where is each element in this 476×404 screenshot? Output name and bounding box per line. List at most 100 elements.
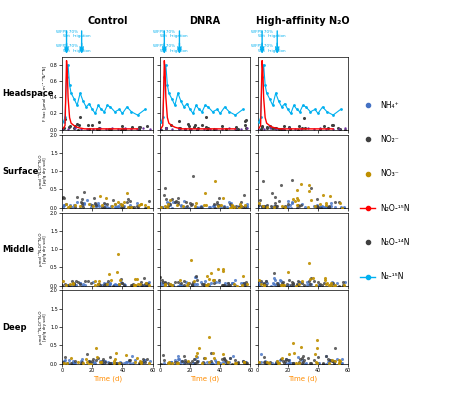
- Point: [215, 279, 222, 285]
- Point: [318, 191, 326, 198]
- Point: [62, 282, 70, 288]
- Point: [254, 277, 262, 283]
- Point: [63, 360, 70, 366]
- Point: [260, 203, 268, 209]
- Point: [80, 200, 88, 207]
- Point: [294, 197, 301, 203]
- Point: [64, 203, 72, 210]
- Point: [177, 280, 185, 286]
- Point: [157, 280, 165, 286]
- Point: [96, 125, 103, 132]
- Point: [225, 198, 233, 205]
- Text: N₂-¹⁵N: N₂-¹⁵N: [379, 272, 403, 281]
- Point: [126, 357, 134, 363]
- Point: [230, 277, 238, 283]
- Point: [203, 280, 211, 287]
- Point: [61, 200, 69, 207]
- Point: [164, 360, 172, 366]
- Text: Irrigation: Irrigation: [268, 34, 286, 38]
- Point: [278, 125, 286, 132]
- Point: [325, 358, 332, 364]
- Point: [234, 202, 242, 209]
- Text: WFPS 70%
Wet: WFPS 70% Wet: [153, 44, 175, 53]
- Point: [226, 201, 233, 207]
- Text: WFPS 70%
Wet: WFPS 70% Wet: [55, 44, 78, 53]
- Point: [114, 203, 122, 209]
- Point: [76, 203, 83, 210]
- Point: [334, 124, 341, 131]
- Point: [191, 121, 198, 128]
- Point: [200, 280, 208, 287]
- Point: [71, 123, 79, 129]
- Point: [127, 282, 135, 288]
- Point: [309, 274, 317, 281]
- Point: [179, 204, 187, 210]
- Point: [302, 360, 309, 366]
- Text: WFPS 70%
Wet: WFPS 70% Wet: [250, 44, 273, 53]
- Point: [160, 279, 168, 286]
- Point: [276, 277, 284, 284]
- Point: [263, 280, 270, 286]
- Point: [328, 126, 336, 133]
- X-axis label: Time (d): Time (d): [288, 376, 317, 382]
- Point: [223, 280, 231, 286]
- Point: [177, 282, 185, 288]
- Point: [309, 357, 317, 364]
- Point: [137, 279, 144, 286]
- Point: [173, 360, 181, 366]
- Point: [280, 126, 288, 133]
- Point: [219, 267, 227, 274]
- Point: [175, 356, 183, 362]
- Point: [181, 357, 188, 364]
- Point: [321, 360, 329, 367]
- Point: [222, 126, 230, 132]
- Point: [70, 125, 78, 132]
- Point: [66, 203, 74, 209]
- Point: [223, 282, 231, 289]
- Point: [233, 360, 241, 366]
- Point: [137, 358, 144, 364]
- Point: [112, 360, 119, 367]
- Point: [291, 126, 298, 132]
- Point: [135, 126, 142, 133]
- Point: [339, 204, 347, 211]
- Point: [293, 202, 301, 208]
- Point: [326, 282, 333, 288]
- Point: [307, 360, 315, 367]
- Point: [70, 282, 78, 289]
- Point: [292, 195, 300, 201]
- Point: [220, 355, 228, 362]
- Point: [183, 203, 190, 210]
- Point: [105, 282, 112, 289]
- Point: [281, 203, 288, 210]
- Point: [201, 282, 209, 288]
- Point: [326, 281, 334, 288]
- Point: [73, 194, 81, 200]
- Point: [163, 199, 170, 206]
- Point: [94, 281, 101, 288]
- Point: [220, 204, 228, 210]
- Point: [193, 359, 200, 365]
- Point: [94, 200, 101, 206]
- Point: [305, 181, 312, 188]
- Text: Irrigation: Irrigation: [72, 34, 91, 38]
- Point: [291, 282, 299, 289]
- Point: [166, 196, 173, 203]
- Point: [115, 282, 122, 288]
- Point: [336, 358, 343, 364]
- Point: [123, 190, 130, 196]
- Point: [82, 356, 90, 362]
- Point: [257, 351, 265, 357]
- Point: [101, 201, 109, 208]
- Point: [185, 204, 193, 211]
- Point: [113, 269, 121, 276]
- Point: [179, 202, 187, 209]
- Point: [166, 200, 173, 207]
- Point: [287, 200, 295, 207]
- Point: [337, 360, 344, 366]
- Point: [320, 123, 327, 129]
- Point: [259, 282, 267, 288]
- Point: [263, 204, 270, 210]
- Point: [103, 280, 110, 286]
- Point: [281, 204, 288, 210]
